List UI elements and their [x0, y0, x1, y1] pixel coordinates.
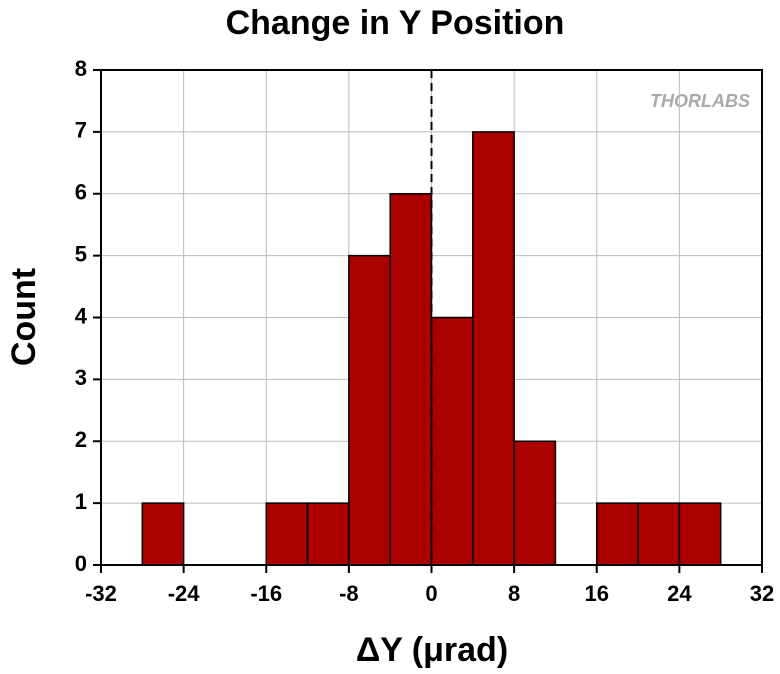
- y-tick-label: 2: [75, 427, 87, 452]
- x-tick-label: 8: [508, 581, 520, 606]
- x-tick-label: -16: [250, 581, 282, 606]
- chart-title: Change in Y Position: [226, 4, 565, 42]
- bar: [596, 502, 639, 566]
- bar: [141, 502, 185, 566]
- bar: [637, 502, 681, 566]
- x-tick-label: 16: [585, 581, 609, 606]
- bar: [389, 193, 433, 566]
- y-tick-label: 5: [75, 241, 87, 266]
- bar: [348, 254, 391, 566]
- x-tick-label: 32: [750, 581, 774, 606]
- x-tick-label: 0: [425, 581, 437, 606]
- plot-frame: [100, 69, 763, 566]
- y-tick-label: 7: [75, 118, 87, 143]
- x-tick-label: 24: [667, 581, 692, 606]
- y-tick-label: 8: [75, 56, 87, 81]
- bar: [306, 502, 350, 566]
- y-tick-label: 6: [75, 180, 87, 205]
- watermark: THORLABS: [650, 91, 750, 111]
- x-axis-label: ΔY (μrad): [356, 631, 508, 669]
- y-tick-label: 1: [75, 489, 87, 514]
- bar: [513, 440, 557, 566]
- bar: [265, 502, 309, 566]
- y-tick-label: 3: [75, 365, 87, 390]
- bar: [430, 316, 474, 566]
- x-tick-label: -8: [339, 581, 359, 606]
- y-tick-label: 0: [75, 551, 87, 576]
- bar: [472, 131, 515, 566]
- bar: [678, 502, 722, 566]
- x-tick-label: -32: [85, 581, 117, 606]
- y-axis-label: Count: [5, 268, 43, 366]
- x-tick-label: -24: [168, 581, 201, 606]
- y-tick-label: 4: [75, 303, 88, 328]
